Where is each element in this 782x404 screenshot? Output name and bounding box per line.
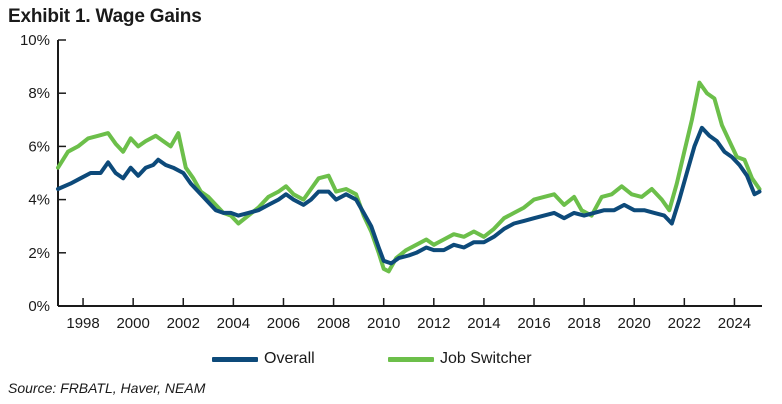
y-tick-label: 6% [28,138,50,155]
x-tick-label: 2022 [668,315,701,332]
y-tick-label: 10% [20,32,50,49]
x-tick-label: 2010 [367,315,400,332]
y-tick-label: 0% [28,298,50,315]
legend-swatch-job-switcher [388,356,434,362]
x-tick-label: 2008 [317,315,350,332]
y-tick-label: 4% [28,192,50,209]
x-tick-label: 2002 [167,315,200,332]
x-tick-label: 2016 [517,315,550,332]
legend-item-job-switcher: Job Switcher [388,350,532,368]
source-note: Source: FRBATL, Haver, NEAM [8,380,206,396]
series-lines [56,80,762,274]
x-tick-label: 2006 [267,315,300,332]
y-tick-label: 2% [28,245,50,262]
x-tick-label: 2014 [467,315,500,332]
y-axis: 0% 2% 4% 6% 8% 10% [20,32,66,315]
x-tick-label: 2004 [217,315,250,332]
x-tick-label: 2024 [718,315,751,332]
series-line-job-switcher [56,80,762,274]
series-line-overall [56,125,762,266]
x-tick-label: 2020 [618,315,651,332]
chart-title: Exhibit 1. Wage Gains [8,6,202,27]
x-tick-label: 2000 [116,315,149,332]
x-tick-label: 2012 [417,315,450,332]
x-tick-label: 1998 [66,315,99,332]
legend-swatch-overall [212,356,258,362]
y-tick-label: 8% [28,85,50,102]
x-axis: 1998 2000 2002 2004 2006 2008 2010 2012 2014 2016… [58,298,762,332]
legend: Overall Job Switcher [0,350,782,374]
legend-label-job-switcher: Job Switcher [440,350,532,367]
legend-label-overall: Overall [264,350,315,367]
x-tick-label: 2018 [567,315,600,332]
legend-item-overall: Overall [212,350,315,368]
